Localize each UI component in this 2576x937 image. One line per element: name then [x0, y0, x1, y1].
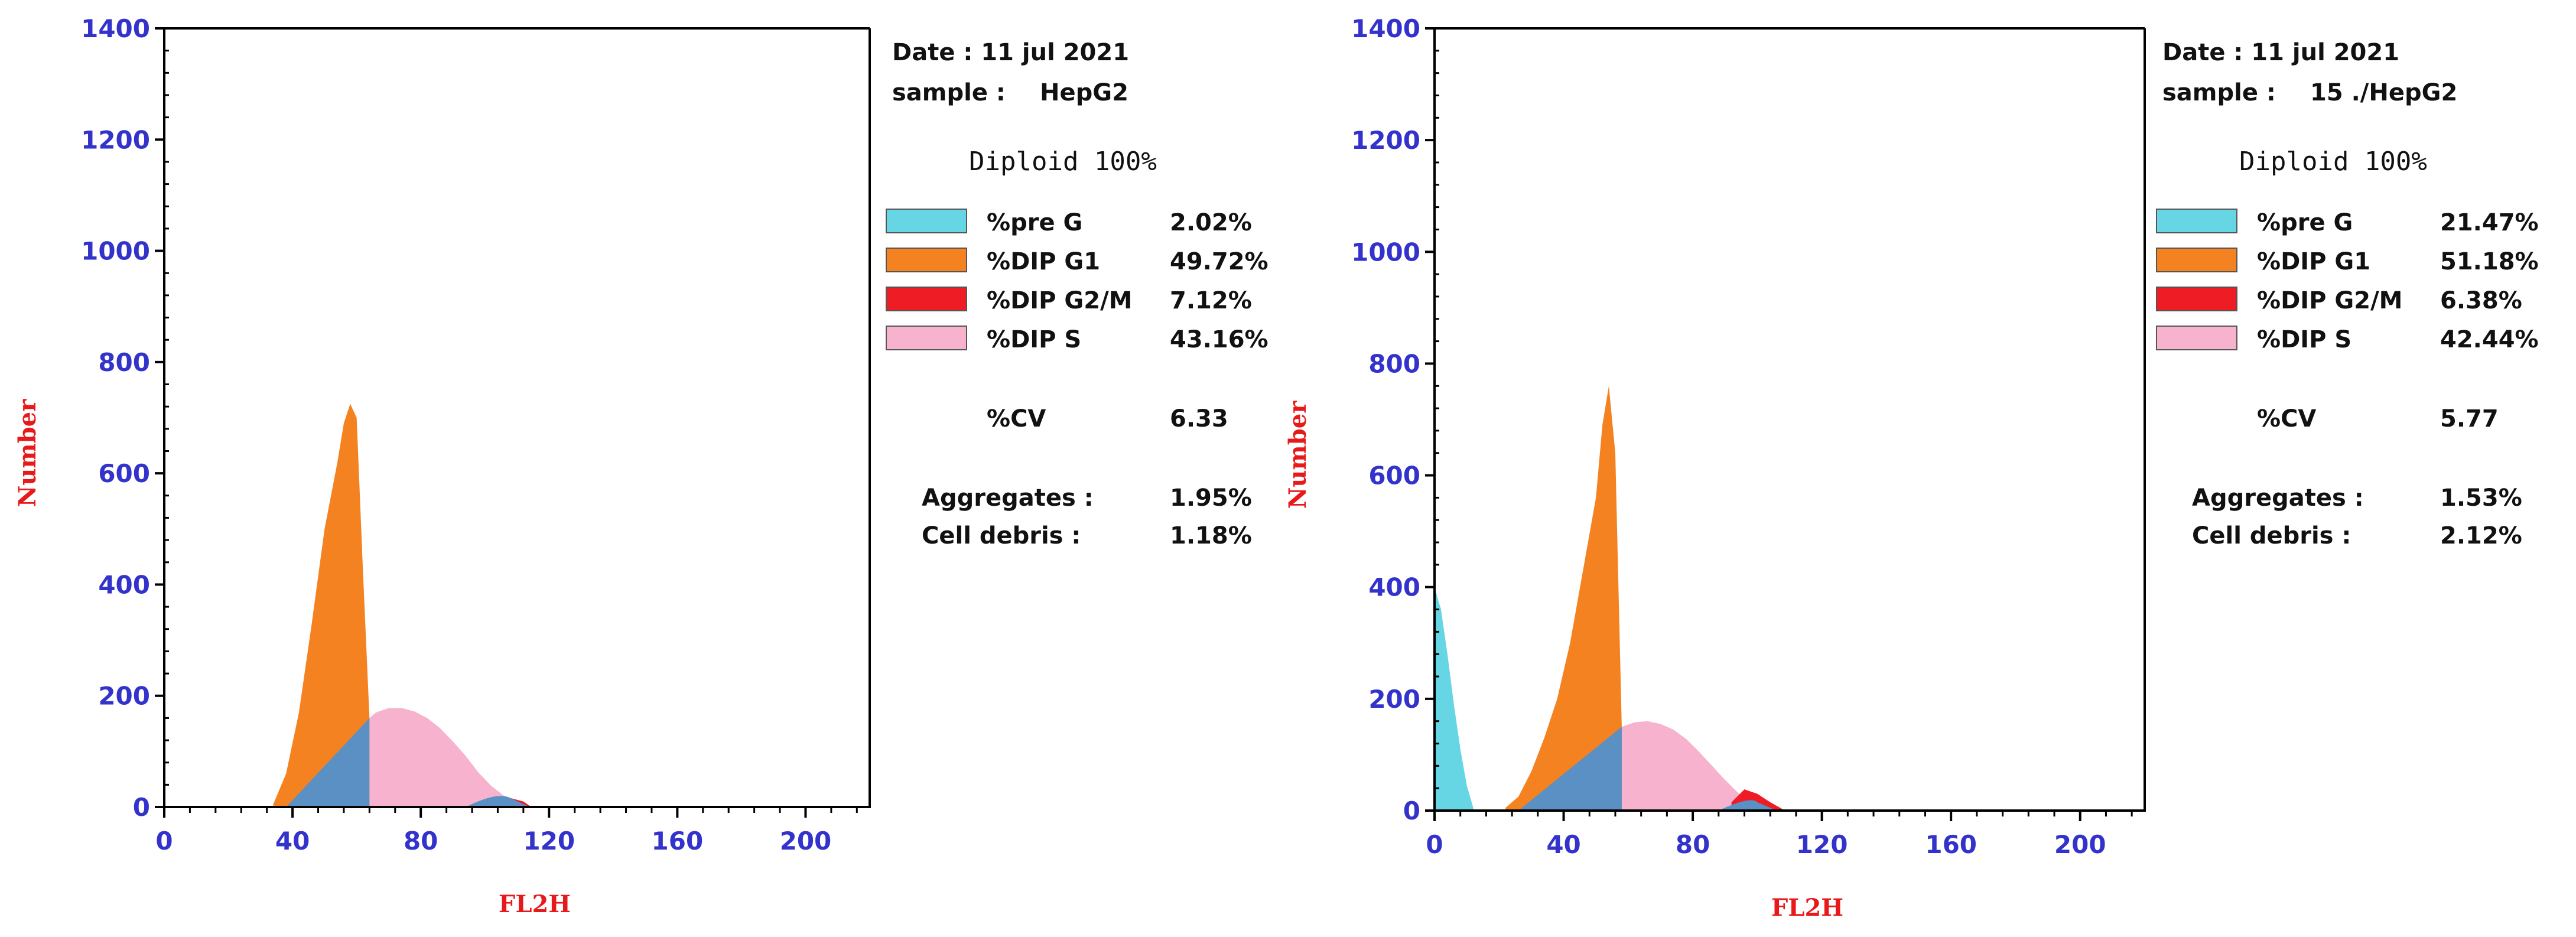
- legend-value: 42.44%: [2440, 326, 2539, 353]
- legend-swatch: [886, 248, 967, 272]
- y-tick-label: 1000: [81, 237, 150, 266]
- cell-debris-value: 2.12%: [2440, 522, 2522, 549]
- legend-label: %DIP G2/M: [987, 287, 1132, 314]
- legend-label: %pre G: [987, 209, 1082, 236]
- histogram-panel-right: 0 200 400 600 800 1000 1200 1400 0 40 80 120 160 200 F…: [1284, 14, 2539, 922]
- y-tick-label: 1200: [81, 125, 150, 154]
- y-tick-label: 1200: [1351, 126, 1420, 155]
- x-tick-label: 200: [2054, 830, 2106, 859]
- sample-value: 15 ./HepG2: [2310, 79, 2457, 106]
- legend-swatch: [886, 209, 967, 233]
- y-tick-label: 200: [98, 682, 150, 711]
- legend-label: %DIP S: [987, 326, 1081, 353]
- ploidy-label: Diploid 100%: [2239, 147, 2427, 177]
- legend-swatch: [2156, 326, 2237, 350]
- cv-value: 5.77: [2440, 405, 2499, 432]
- legend-value: 49.72%: [1170, 248, 1269, 275]
- y-tick-label: 400: [1368, 573, 1420, 602]
- histogram-panel-left: 0 200 400 600 800 1000 1200 1400 0 40 80 120 160 200 F…: [14, 14, 1269, 918]
- legend-swatch: [886, 326, 967, 350]
- ploidy-label: Diploid 100%: [969, 147, 1157, 177]
- x-tick-label: 0: [155, 827, 173, 855]
- x-axis-title: FL2H: [499, 890, 571, 918]
- y-tick-label: 600: [1368, 461, 1420, 490]
- y-tick-label: 400: [98, 570, 150, 599]
- date-label: Date : 11 jul 2021: [2162, 39, 2399, 66]
- series-dip-s: [1621, 721, 1764, 811]
- legend-value: 2.02%: [1170, 209, 1252, 236]
- x-tick-label: 160: [652, 827, 704, 855]
- x-tick-label: 40: [275, 827, 310, 855]
- legend-label: %DIP G2/M: [2257, 287, 2402, 314]
- x-tick-label: 160: [1925, 830, 1977, 859]
- series-s-underlay: [1518, 727, 1777, 811]
- legend-swatch: [2156, 248, 2237, 272]
- series-dip-g1: [1505, 386, 1622, 811]
- cell-debris-label: Cell debris :: [2192, 522, 2351, 549]
- x-axis-title: FL2H: [1771, 894, 1843, 922]
- aggregates-label: Aggregates :: [922, 484, 1094, 512]
- sample-label: sample :: [892, 79, 1006, 106]
- x-tick-label: 80: [1676, 830, 1710, 859]
- y-tick-label: 0: [1403, 796, 1420, 825]
- x-tick-label: 80: [404, 827, 438, 855]
- legend-swatch: [2156, 209, 2237, 233]
- legend-label: %pre G: [2257, 209, 2353, 236]
- y-tick-label: 800: [98, 348, 150, 377]
- sample-label: sample :: [2162, 79, 2276, 106]
- aggregates-value: 1.53%: [2440, 484, 2522, 512]
- y-tick-label: 1400: [81, 14, 150, 43]
- series-dip-s: [369, 708, 517, 807]
- plot-frame: [1433, 27, 2146, 812]
- y-tick-label: 600: [98, 459, 150, 488]
- x-tick-label: 120: [523, 827, 575, 855]
- x-tick-label: 40: [1546, 830, 1580, 859]
- cv-label: %CV: [987, 405, 1046, 432]
- legend-label: %DIP G1: [2257, 248, 2370, 275]
- legend-value: 6.38%: [2440, 287, 2522, 314]
- aggregates-label: Aggregates :: [2192, 484, 2364, 512]
- y-tick-label: 1000: [1351, 237, 1420, 266]
- series-dip-g1: [273, 404, 370, 807]
- aggregates-value: 1.95%: [1170, 484, 1252, 512]
- legend-label: %DIP S: [2257, 326, 2351, 353]
- legend-value: 43.16%: [1170, 326, 1269, 353]
- x-tick-label: 200: [780, 827, 832, 855]
- legend-swatch: [2156, 287, 2237, 311]
- cell-debris-label: Cell debris :: [922, 522, 1081, 549]
- legend-value: 21.47%: [2440, 209, 2539, 236]
- y-tick-label: 200: [1368, 685, 1420, 714]
- cv-label: %CV: [2257, 405, 2316, 432]
- x-tick-label: 120: [1796, 830, 1848, 859]
- y-axis-title: Number: [14, 399, 41, 507]
- legend-label: %DIP G1: [987, 248, 1100, 275]
- sample-value: HepG2: [1040, 79, 1128, 106]
- date-label: Date : 11 jul 2021: [892, 39, 1129, 66]
- x-tick-label: 0: [1426, 830, 1443, 859]
- y-tick-label: 1400: [1351, 14, 1420, 43]
- plot-frame: [163, 27, 871, 808]
- legend-value: 7.12%: [1170, 287, 1252, 314]
- series-pre-g: [1435, 587, 1474, 811]
- legend-value: 51.18%: [2440, 248, 2539, 275]
- series-s-underlay: [286, 718, 530, 807]
- legend-swatch: [886, 287, 967, 311]
- y-axis-title: Number: [1284, 401, 1312, 509]
- y-tick-label: 0: [133, 793, 150, 822]
- y-tick-label: 800: [1368, 349, 1420, 378]
- cell-debris-value: 1.18%: [1170, 522, 1252, 549]
- cv-value: 6.33: [1170, 405, 1228, 432]
